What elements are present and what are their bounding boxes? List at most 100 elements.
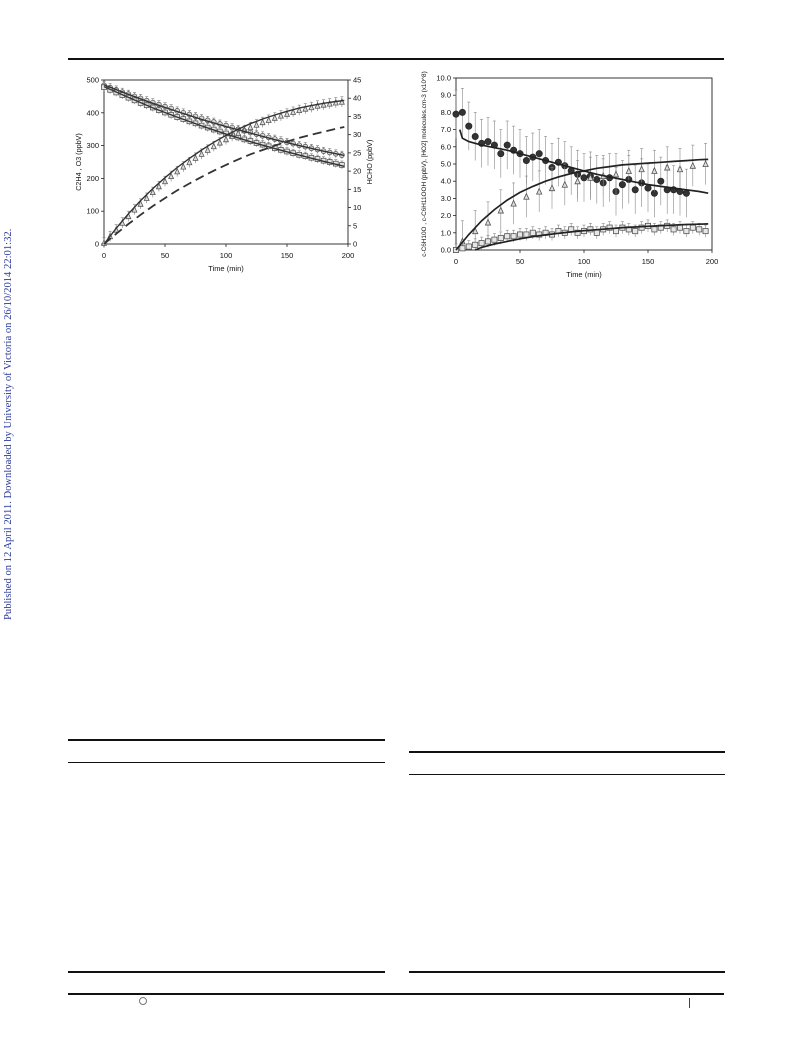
x-tick-label: 0 xyxy=(454,257,458,266)
data-point xyxy=(522,157,530,165)
data-point xyxy=(174,167,181,175)
data-point xyxy=(676,165,684,173)
y2-tick-label: 35 xyxy=(353,112,361,121)
footer-rule xyxy=(68,993,724,995)
table-left-mid-rule xyxy=(68,762,385,763)
y2-tick-label: 25 xyxy=(353,148,361,157)
x-tick-label: 200 xyxy=(342,251,355,260)
data-point xyxy=(574,229,581,236)
data-point xyxy=(265,116,272,123)
data-point xyxy=(491,236,498,243)
data-point xyxy=(484,218,492,226)
data-point xyxy=(204,146,211,153)
data-point xyxy=(277,111,284,119)
table-right-top-rule xyxy=(409,751,725,753)
y-tick-label: 7.0 xyxy=(441,125,451,134)
data-point xyxy=(458,108,466,116)
y2-tick-label: 10 xyxy=(353,203,361,212)
x-axis-label: Time (min) xyxy=(566,270,602,279)
data-point xyxy=(638,165,645,173)
x-axis-label: Time (min) xyxy=(208,264,244,273)
model-curve-1 xyxy=(455,158,709,251)
x-tick-label: 0 xyxy=(102,251,106,260)
data-point xyxy=(216,138,223,146)
data-point xyxy=(472,241,479,248)
data-point xyxy=(283,110,291,117)
data-point xyxy=(689,224,696,231)
x-tick-label: 50 xyxy=(516,257,524,266)
y2-axis-label: HCHO (ppbV) xyxy=(365,140,374,185)
data-point xyxy=(180,162,187,170)
data-point xyxy=(320,100,327,108)
data-point xyxy=(452,110,460,118)
data-point xyxy=(503,141,511,149)
series-triangle xyxy=(459,143,709,250)
data-point xyxy=(338,97,345,105)
model-curve-0 xyxy=(103,99,345,245)
data-point xyxy=(631,186,639,194)
data-point xyxy=(625,166,633,174)
x-tick-label: 100 xyxy=(220,251,233,260)
data-point xyxy=(523,231,530,238)
data-point xyxy=(478,240,485,247)
y-tick-label: 500 xyxy=(86,76,99,85)
data-point xyxy=(702,159,709,167)
data-point xyxy=(657,177,665,185)
data-point xyxy=(593,175,601,183)
x-tick-label: 50 xyxy=(161,251,169,260)
data-point xyxy=(696,226,703,233)
data-point xyxy=(484,138,492,146)
data-point xyxy=(326,99,333,107)
data-point xyxy=(149,188,156,196)
data-point xyxy=(682,189,690,197)
data-point xyxy=(548,184,556,192)
data-point xyxy=(504,233,511,240)
data-point xyxy=(459,245,466,252)
y-tick-label: 400 xyxy=(86,108,99,117)
data-point xyxy=(517,231,524,238)
y2-tick-label: 45 xyxy=(353,76,361,85)
data-point xyxy=(471,227,479,235)
data-point xyxy=(186,158,193,166)
data-point xyxy=(247,123,254,131)
x-tick-label: 150 xyxy=(281,251,294,260)
y-tick-label: 100 xyxy=(86,207,99,216)
y-tick-label: 9.0 xyxy=(441,91,451,100)
data-point xyxy=(663,163,671,171)
y-tick-label: 300 xyxy=(86,141,99,150)
y-tick-label: 1.0 xyxy=(441,228,451,237)
data-point xyxy=(529,229,536,236)
data-point xyxy=(290,108,297,115)
data-point xyxy=(137,200,144,207)
data-point xyxy=(587,173,594,181)
data-point xyxy=(168,172,175,180)
data-point xyxy=(497,150,505,158)
data-point xyxy=(689,161,697,169)
model-curve-2 xyxy=(103,84,345,157)
y2-tick-label: 15 xyxy=(353,185,361,194)
y-tick-label: 6.0 xyxy=(441,142,451,151)
data-point xyxy=(296,106,303,114)
chart-cyclohexanone-hydroperoxide-ho2: 0 50 100 150 200 0.0 1.0 2.0 3.0 4.0 5.0 6.0 7.0 8.0 9… xyxy=(421,71,718,279)
data-point xyxy=(536,231,543,238)
data-point xyxy=(271,114,278,121)
y2-tick-label: 0 xyxy=(353,240,357,249)
data-point xyxy=(198,150,205,157)
data-point xyxy=(651,226,658,233)
table-right-mid-rule xyxy=(409,774,725,775)
x-tick-label: 150 xyxy=(642,257,655,266)
data-point xyxy=(632,228,639,235)
data-point xyxy=(670,226,677,233)
header-rule xyxy=(68,58,724,60)
data-point xyxy=(192,154,199,161)
footer-ring-icon xyxy=(139,997,147,1005)
data-point xyxy=(612,228,619,235)
data-point xyxy=(155,182,162,190)
y-tick-label: 3.0 xyxy=(441,194,451,203)
data-point xyxy=(302,104,309,112)
data-point xyxy=(253,120,260,128)
y-axis-label: c-C6H10O , c-C6H11OOH (ppbV), [HO2] mole… xyxy=(421,71,428,256)
y2-tick-label: 40 xyxy=(353,94,361,103)
y2-tick-label: 5 xyxy=(353,221,357,230)
model-curve-2 xyxy=(474,223,709,251)
